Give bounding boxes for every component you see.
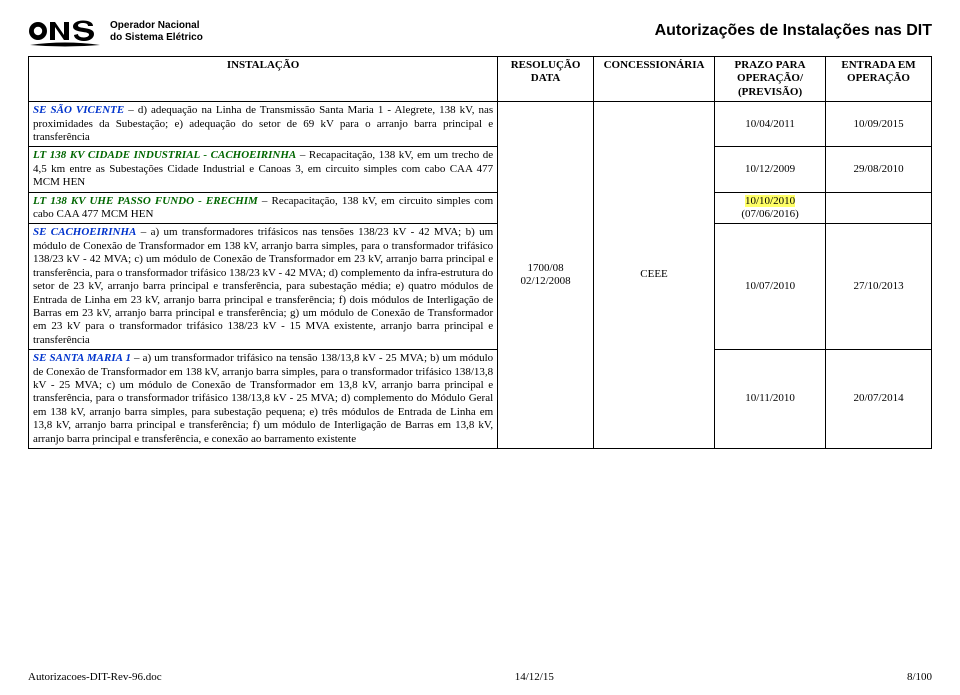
- prazo-value: 10/12/2009: [745, 163, 795, 175]
- col-resolucao: RESOLUÇÃO DATA: [498, 57, 594, 102]
- cell-instalacao: SE SÃO VICENTE – d) adequação na Linha d…: [29, 102, 498, 147]
- instalacao-head: SE SÃO VICENTE: [33, 104, 124, 116]
- header-row: Operador Nacional do Sistema Elétrico Au…: [28, 18, 932, 50]
- cell-entrada: 20/07/2014: [826, 350, 932, 449]
- logo-text-line2: do Sistema Elétrico: [110, 32, 203, 43]
- table-row: LT 138 KV UHE PASSO FUNDO - ERECHIM – Re…: [29, 192, 932, 224]
- resolucao-num: 1700/08: [528, 262, 564, 274]
- table-row: SE SANTA MARIA 1 – a) um transformador t…: [29, 350, 932, 449]
- prazo-value: 10/11/2010: [745, 392, 795, 404]
- doc-title: Autorizações de Instalações nas DIT: [655, 18, 932, 40]
- footer-center: 14/12/15: [515, 671, 554, 683]
- footer-left: Autorizacoes-DIT-Rev-96.doc: [28, 671, 162, 683]
- logo-text-line1: Operador Nacional: [110, 20, 199, 31]
- ons-logo-icon: [28, 18, 102, 50]
- cell-entrada: 10/09/2015: [826, 102, 932, 147]
- main-table: INSTALAÇÃO RESOLUÇÃO DATA CONCESSIONÁRIA…: [28, 56, 932, 449]
- cell-instalacao: LT 138 KV UHE PASSO FUNDO - ERECHIM – Re…: [29, 192, 498, 224]
- cell-prazo: 10/10/2010(07/06/2016): [715, 192, 826, 224]
- table-body: SE SÃO VICENTE – d) adequação na Linha d…: [29, 102, 932, 449]
- prazo-value: 10/07/2010: [745, 280, 795, 292]
- cell-entrada: 29/08/2010: [826, 147, 932, 192]
- cell-prazo: 10/04/2011: [715, 102, 826, 147]
- prazo-highlight: 10/10/2010: [745, 195, 795, 207]
- table-header-row: INSTALAÇÃO RESOLUÇÃO DATA CONCESSIONÁRIA…: [29, 57, 932, 102]
- cell-prazo: 10/11/2010: [715, 350, 826, 449]
- footer: Autorizacoes-DIT-Rev-96.doc 14/12/15 8/1…: [28, 671, 932, 683]
- table-row: SE CACHOEIRINHA – a) um transformadores …: [29, 224, 932, 350]
- prazo-value: 10/04/2011: [745, 118, 795, 130]
- table-row: SE SÃO VICENTE – d) adequação na Linha d…: [29, 102, 932, 147]
- cell-concessionaria: CEEE: [594, 102, 715, 449]
- cell-resolucao: 1700/0802/12/2008: [498, 102, 594, 449]
- cell-prazo: 10/07/2010: [715, 224, 826, 350]
- instalacao-head: LT 138 KV CIDADE INDUSTRIAL - CACHOEIRIN…: [33, 149, 296, 161]
- instalacao-head: LT 138 KV UHE PASSO FUNDO - ERECHIM: [33, 195, 258, 207]
- prazo-previsao: (07/06/2016): [741, 208, 798, 220]
- cell-instalacao: LT 138 KV CIDADE INDUSTRIAL - CACHOEIRIN…: [29, 147, 498, 192]
- cell-entrada: [826, 192, 932, 224]
- col-entrada: ENTRADA EM OPERAÇÃO: [826, 57, 932, 102]
- cell-prazo: 10/12/2009: [715, 147, 826, 192]
- table-row: LT 138 KV CIDADE INDUSTRIAL - CACHOEIRIN…: [29, 147, 932, 192]
- logo-block: Operador Nacional do Sistema Elétrico: [28, 18, 203, 50]
- col-instalacao: INSTALAÇÃO: [29, 57, 498, 102]
- instalacao-head: SE SANTA MARIA 1: [33, 352, 131, 364]
- instalacao-body: – a) um transformadores trifásicos nas t…: [33, 226, 493, 345]
- cell-entrada: 27/10/2013: [826, 224, 932, 350]
- instalacao-head: SE CACHOEIRINHA: [33, 226, 136, 238]
- cell-instalacao: SE CACHOEIRINHA – a) um transformadores …: [29, 224, 498, 350]
- resolucao-data: 02/12/2008: [521, 275, 571, 287]
- logo-text: Operador Nacional do Sistema Elétrico: [110, 18, 203, 43]
- col-concessionaria: CONCESSIONÁRIA: [594, 57, 715, 102]
- cell-instalacao: SE SANTA MARIA 1 – a) um transformador t…: [29, 350, 498, 449]
- footer-right: 8/100: [907, 671, 932, 683]
- instalacao-body: – a) um transformador trifásico na tensã…: [33, 352, 493, 444]
- col-prazo: PRAZO PARA OPERAÇÃO/ (PREVISÃO): [715, 57, 826, 102]
- page: Operador Nacional do Sistema Elétrico Au…: [0, 0, 960, 695]
